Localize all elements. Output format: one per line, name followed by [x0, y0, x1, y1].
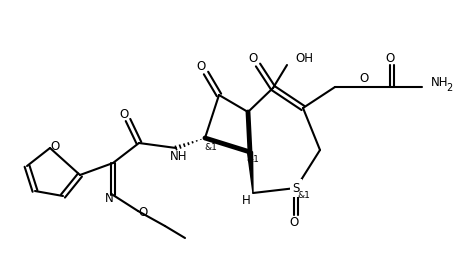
Text: O: O	[386, 52, 395, 64]
Text: H: H	[241, 194, 250, 207]
Text: OH: OH	[295, 52, 313, 65]
Text: 2: 2	[446, 83, 452, 93]
Text: &1: &1	[246, 156, 259, 164]
Text: N: N	[105, 192, 113, 205]
Text: O: O	[138, 206, 148, 219]
Text: NH: NH	[431, 76, 448, 89]
Text: S: S	[292, 181, 300, 194]
Text: NH: NH	[170, 151, 188, 164]
Text: O: O	[289, 217, 299, 230]
Text: O: O	[50, 139, 60, 152]
Polygon shape	[247, 152, 253, 193]
Text: O: O	[248, 52, 257, 64]
Text: O: O	[196, 60, 206, 73]
Text: O: O	[119, 107, 129, 120]
Text: &1: &1	[297, 192, 310, 201]
Text: &1: &1	[205, 143, 218, 152]
Text: O: O	[359, 73, 369, 85]
